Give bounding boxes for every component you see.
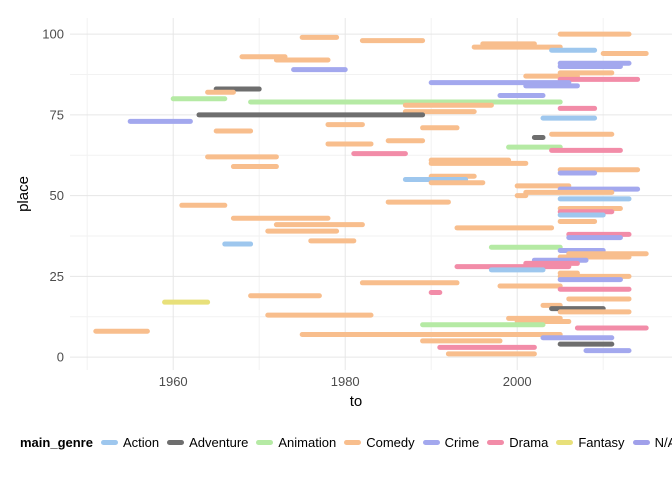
legend-key — [100, 439, 118, 445]
legend-key — [487, 439, 505, 445]
legend-label: Adventure — [189, 434, 249, 450]
y-axis-title: place — [15, 176, 32, 212]
legend-label: Drama — [509, 434, 549, 450]
legend-key — [167, 439, 185, 445]
legend: main_genre Action Adventure Animation Comed… — [20, 432, 672, 452]
chart-plot: 1960 1980 2000 0 25 50 75 100 to place — [15, 18, 672, 410]
legend-label: Animation — [278, 434, 337, 450]
y-tick-label: 50 — [50, 188, 64, 203]
data-segments — [93, 31, 649, 357]
legend-key — [344, 439, 362, 445]
legend-item: Animation — [256, 435, 336, 450]
legend-item: Crime — [422, 434, 480, 450]
legend-item: N/A — [632, 434, 672, 450]
x-tick-label: 1960 — [159, 374, 188, 389]
legend-label: Fantasy — [578, 434, 625, 450]
y-tick-label: 0 — [57, 350, 64, 365]
legend-label: Crime — [444, 434, 480, 450]
legend-title: main_genre — [20, 434, 93, 450]
x-tick-label: 1980 — [331, 374, 360, 389]
y-tick-label: 100 — [42, 27, 64, 42]
legend-item: Adventure — [167, 435, 248, 450]
legend-key — [256, 439, 274, 445]
y-axis-ticks: 0 25 50 75 100 — [42, 27, 64, 365]
legend-key — [632, 439, 650, 445]
x-axis-title: to — [350, 393, 363, 410]
x-axis-ticks: 1960 1980 2000 — [159, 374, 532, 389]
legend-label: Action — [122, 434, 160, 450]
legend-item: Comedy — [344, 434, 415, 450]
legend-label: N/A — [654, 434, 672, 450]
legend-item: Drama — [487, 435, 548, 450]
legend-label: Comedy — [366, 434, 415, 450]
legend-key — [422, 439, 440, 445]
x-tick-label: 2000 — [503, 374, 532, 389]
legend-item: Fantasy — [556, 434, 625, 450]
y-tick-label: 75 — [50, 107, 64, 122]
legend-key — [556, 439, 574, 445]
y-tick-label: 25 — [50, 269, 64, 284]
legend-item: Action — [100, 434, 160, 450]
